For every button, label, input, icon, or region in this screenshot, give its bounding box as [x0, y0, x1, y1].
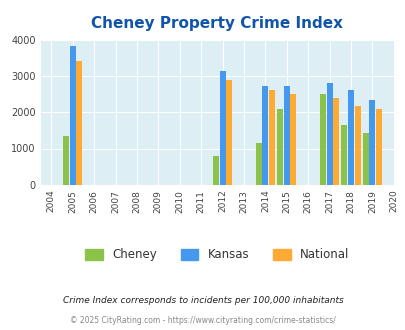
Bar [70, 47, 75, 185]
Bar [277, 109, 283, 185]
Bar [255, 143, 261, 185]
Bar [341, 125, 347, 185]
Bar [369, 100, 375, 185]
Bar [213, 156, 218, 185]
Bar [354, 106, 360, 185]
Bar [283, 86, 289, 185]
Bar [375, 109, 381, 185]
Title: Cheney Property Crime Index: Cheney Property Crime Index [91, 16, 342, 31]
Text: © 2025 CityRating.com - https://www.cityrating.com/crime-statistics/: © 2025 CityRating.com - https://www.city… [70, 315, 335, 325]
Bar [362, 133, 368, 185]
Bar [268, 90, 274, 185]
Bar [290, 94, 296, 185]
Legend: Cheney, Kansas, National: Cheney, Kansas, National [80, 244, 353, 266]
Bar [262, 86, 268, 185]
Bar [319, 94, 325, 185]
Bar [333, 98, 338, 185]
Bar [326, 83, 332, 185]
Bar [76, 61, 82, 185]
Bar [219, 71, 225, 185]
Bar [347, 90, 353, 185]
Text: Crime Index corresponds to incidents per 100,000 inhabitants: Crime Index corresponds to incidents per… [62, 296, 343, 305]
Bar [63, 136, 69, 185]
Bar [226, 80, 232, 185]
